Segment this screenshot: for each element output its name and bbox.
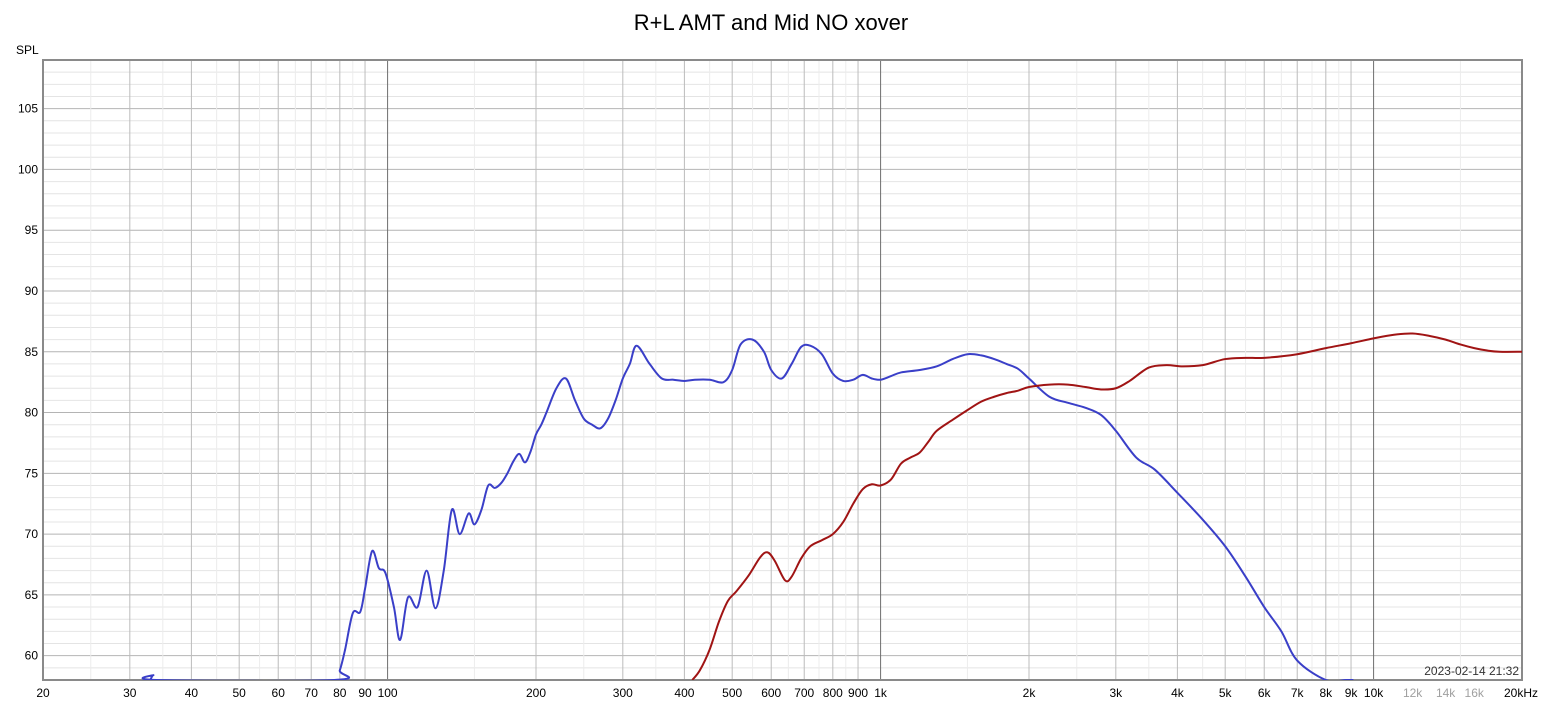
x-tick-label: 3k <box>1109 686 1123 700</box>
chart-title: R+L AMT and Mid NO xover <box>634 10 909 35</box>
x-tick-label: 30 <box>123 686 137 700</box>
x-tick-label: 700 <box>794 686 814 700</box>
series-line-2 <box>691 332 1522 680</box>
y-tick-label: 60 <box>25 649 39 663</box>
x-tick-label: 12k <box>1403 686 1423 700</box>
x-tick-label: 80 <box>333 686 347 700</box>
grid-lines <box>42 59 1523 681</box>
x-tick-label: 20 <box>36 686 50 700</box>
timestamp-label: 2023-02-14 21:32 <box>1424 664 1519 678</box>
x-tick-label: 10k <box>1364 686 1384 700</box>
x-tick-label: 9k <box>1345 686 1359 700</box>
x-tick-label: 4k <box>1171 686 1185 700</box>
y-tick-label: 80 <box>25 406 39 420</box>
x-tick-label: 14k <box>1436 686 1456 700</box>
y-tick-label: 65 <box>25 588 39 602</box>
x-tick-label: 1k <box>874 686 888 700</box>
y-tick-label: 90 <box>25 284 39 298</box>
x-tick-labels: 20 30 40 50 60 70 80 90 100 200 300 400 500 600 700 800… <box>36 686 1538 700</box>
series-layer <box>141 332 1522 680</box>
x-tick-label: 8k <box>1319 686 1333 700</box>
x-tick-label: 7k <box>1291 686 1305 700</box>
x-tick-label: 500 <box>722 686 742 700</box>
y-tick-label: 100 <box>18 162 38 176</box>
x-tick-label: 20kHz <box>1504 686 1538 700</box>
y-tick-label: 95 <box>25 223 39 237</box>
y-axis-label: SPL <box>16 43 39 57</box>
x-tick-label: 50 <box>233 686 247 700</box>
x-tick-label: 900 <box>848 686 868 700</box>
x-tick-label: 200 <box>526 686 546 700</box>
x-tick-label: 60 <box>272 686 286 700</box>
series-line-1 <box>141 338 1354 680</box>
x-tick-label: 90 <box>358 686 372 700</box>
x-tick-label: 600 <box>761 686 781 700</box>
x-tick-label: 16k <box>1465 686 1485 700</box>
y-tick-label: 105 <box>18 102 38 116</box>
x-tick-label: 70 <box>305 686 319 700</box>
y-tick-labels: 60 65 70 75 80 85 90 95 100 105 <box>18 102 38 663</box>
x-tick-label: 400 <box>674 686 694 700</box>
x-tick-label: 100 <box>378 686 398 700</box>
y-tick-label: 70 <box>25 527 39 541</box>
x-tick-label: 5k <box>1219 686 1233 700</box>
y-tick-label: 85 <box>25 345 39 359</box>
x-tick-label: 2k <box>1023 686 1037 700</box>
x-tick-label: 800 <box>823 686 843 700</box>
plot-frame <box>42 59 1523 681</box>
y-tick-label: 75 <box>25 466 39 480</box>
x-tick-label: 6k <box>1258 686 1272 700</box>
x-tick-label: 300 <box>613 686 633 700</box>
x-tick-label: 40 <box>185 686 199 700</box>
